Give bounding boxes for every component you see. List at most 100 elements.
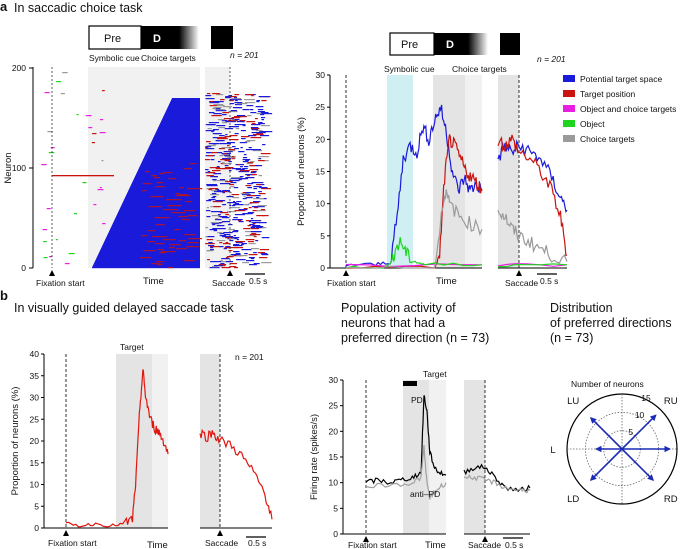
raster-saccade-segment: [249, 165, 259, 167]
legend-label: Choice targets: [580, 134, 635, 144]
polar-arrow-RD: [621, 448, 655, 482]
raster-saccade-segment: [256, 184, 261, 186]
raster-blue-segment: [156, 131, 200, 133]
raster-saccade-segment: [230, 178, 238, 180]
raster-saccade-segment: [209, 194, 220, 196]
raster-saccade-segment: [229, 205, 232, 207]
raster-saccade-segment: [256, 100, 261, 102]
raster-saccade-segment: [225, 96, 230, 98]
raster-saccade-segment: [205, 130, 215, 132]
raster-blue-segment: [145, 154, 200, 156]
raster-saccade-segment: [222, 190, 230, 192]
raster-sparse-mark: [55, 239, 58, 241]
raster-blue-segment: [126, 194, 200, 196]
series-line-0-saccade: [497, 139, 568, 214]
raster-saccade-segment: [242, 121, 245, 123]
raster-blue-segment: [118, 210, 200, 212]
raster-saccade-segment: [235, 169, 245, 171]
raster-saccade-segment: [212, 108, 216, 110]
raster-blue-segment: [146, 151, 200, 153]
raster-cue-aligned: [41, 67, 203, 269]
raster-saccade-segment: [215, 200, 226, 202]
raster-blue-segment: [128, 190, 200, 192]
choice-d-label: D: [446, 39, 454, 51]
raster-red-segment: [162, 172, 173, 174]
raster-saccade-segment: [219, 212, 229, 214]
raster-saccade-segment: [209, 105, 218, 107]
raster-saccade-segment: [206, 152, 210, 154]
raster-blue-segment: [96, 258, 200, 260]
raster-sparse-mark: [99, 132, 106, 134]
raster-red-segment: [179, 240, 187, 242]
raster-blue-segment: [161, 121, 200, 123]
raster-blue-segment: [95, 259, 200, 261]
raster-saccade-segment: [256, 197, 260, 199]
chartC-target-bar: [403, 381, 417, 386]
raster-saccade-segment: [219, 246, 224, 248]
legend-swatch: [563, 90, 575, 97]
chartB-fixation-start-label: Fixation start: [48, 538, 97, 548]
raster-blue-segment: [114, 219, 200, 221]
polar-title: Number of neurons: [571, 379, 644, 389]
raster-saccade-segment: [221, 258, 228, 260]
raster-saccade-segment: [246, 105, 254, 107]
raster-saccade-segment: [230, 237, 237, 239]
raster-saccade-segment: [233, 267, 239, 269]
raster-saccade-segment: [217, 152, 223, 154]
raster-saccade-segment: [252, 223, 256, 225]
raster-saccade-segment: [215, 189, 220, 191]
polar-rtick-10: 10: [635, 410, 645, 420]
chartB-scalebar-label: 0.5 s: [248, 538, 266, 548]
raster-blue-segment: [121, 204, 200, 206]
raster-saccade-segment: [256, 210, 266, 212]
raster-saccade-segment: [205, 227, 209, 229]
raster-saccade-segment: [218, 148, 225, 150]
polar-arrow-LD: [589, 448, 623, 482]
series-line-1-saccade: [463, 474, 531, 494]
raster-saccade-segment: [248, 221, 251, 223]
polar-label-LD: LD: [567, 494, 579, 505]
raster-saccade-segment: [229, 192, 232, 194]
raster-saccade-segment: [240, 166, 243, 168]
raster-saccade-segment: [217, 105, 225, 107]
raster-saccade-segment: [249, 234, 261, 236]
raster-saccade-segment: [211, 197, 215, 199]
raster-n-label: n = 201: [230, 50, 259, 60]
raster-saccade-segment: [210, 211, 222, 213]
raster-ytick-200: 200: [12, 63, 26, 73]
raster-saccade-segment: [258, 156, 270, 158]
target-fade: [429, 380, 446, 534]
raster-red-segment: [168, 267, 174, 269]
raster-saccade-segment: [211, 131, 214, 133]
raster-blue-segment: [125, 197, 200, 199]
raster-saccade-segment: [234, 124, 246, 126]
raster-saccade-segment: [219, 216, 228, 218]
raster-saccade-segment: [245, 235, 256, 237]
y-tick-label: 25: [329, 401, 339, 411]
raster-saccade-segment: [217, 161, 221, 163]
raster-sparse-mark: [41, 164, 47, 166]
raster-blue-segment: [122, 203, 200, 205]
raster-saccade-segment: [205, 236, 215, 238]
raster-saccade-segment: [206, 184, 218, 186]
raster-saccade-segment: [257, 111, 266, 113]
raster-saccade-segment: [222, 154, 230, 156]
raster-saccade-segment: [228, 170, 232, 172]
raster-saccade-segment: [231, 98, 242, 100]
raster-saccade-segment: [249, 224, 255, 226]
raster-saccade-segment: [222, 192, 226, 194]
raster-saccade-segment: [231, 156, 235, 158]
raster-saccade-segment: [229, 240, 234, 242]
raster-saccade-segment: [234, 210, 246, 212]
raster-saccade-segment: [253, 207, 259, 209]
raster-red-segment: [159, 173, 164, 175]
raster-blue-segment: [113, 221, 200, 223]
raster-saccade-segment: [251, 128, 260, 130]
raster-saccade-segment: [216, 240, 226, 242]
raster-blue-segment: [132, 182, 200, 184]
raster-saccade-segment: [207, 171, 211, 173]
raster-saccade-segment: [234, 104, 243, 106]
raster-blue-segment: [149, 145, 200, 147]
raster-saccade-segment: [222, 221, 231, 223]
raster-saccade-segment: [255, 118, 258, 120]
